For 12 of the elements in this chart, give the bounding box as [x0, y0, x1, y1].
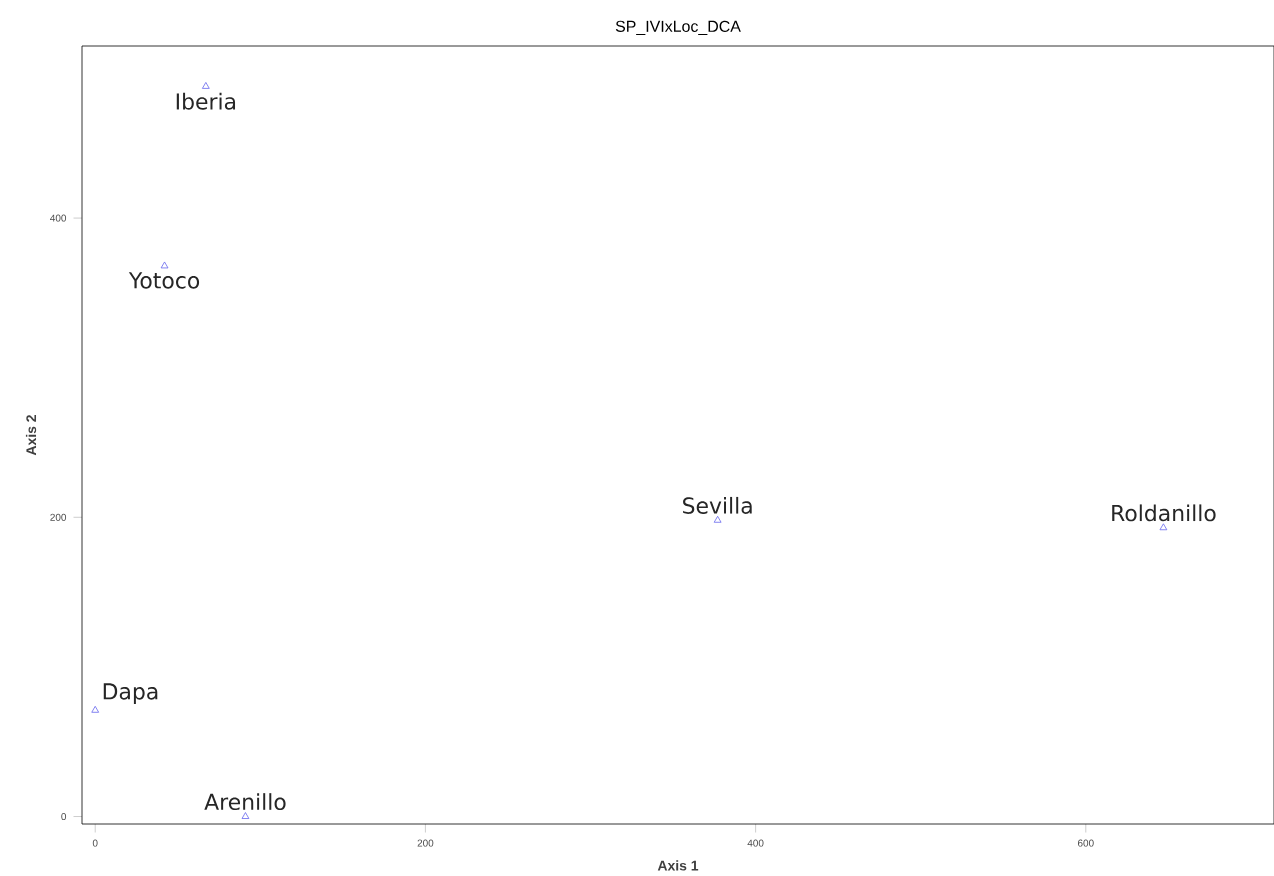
annotation: Sevilla: [683, 496, 752, 514]
annotation: Arenillo: [204, 793, 286, 811]
point: [91, 705, 100, 713]
annotation: Iberia: [176, 92, 236, 110]
point: [1159, 523, 1168, 531]
annotation: Dapa: [103, 683, 158, 704]
point: [713, 515, 722, 523]
point: [241, 812, 250, 819]
point: [201, 82, 210, 89]
point: [160, 261, 169, 269]
annotation: Roldanillo: [1112, 504, 1216, 522]
annotation: Yotoco: [128, 272, 200, 289]
